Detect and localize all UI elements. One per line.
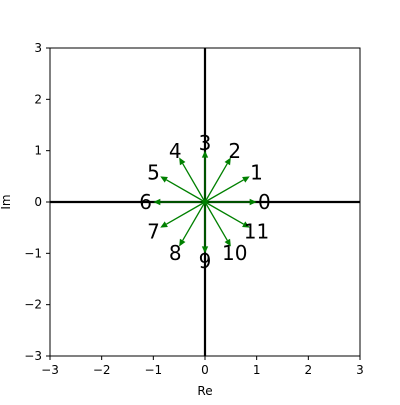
y-tick-label: −1 [24, 246, 42, 260]
y-axis-title: Im [0, 194, 13, 209]
vector-label: 0 [258, 190, 271, 214]
vector-shaft [204, 179, 244, 203]
y-tick-label: 3 [34, 41, 42, 55]
vector-shaft [204, 201, 228, 241]
y-tick-label: 1 [34, 144, 42, 158]
y-tick-label: 0 [34, 195, 42, 209]
vector-label: 3 [199, 131, 212, 155]
vector-label: 4 [169, 139, 182, 163]
vector-arrowhead [249, 198, 257, 206]
vector-shaft [182, 201, 206, 241]
vector-label: 5 [147, 160, 160, 184]
x-tick-label: −2 [93, 363, 111, 377]
x-tick-label: −1 [144, 363, 162, 377]
vector-label: 6 [139, 190, 152, 214]
vector-label: 7 [147, 220, 160, 244]
vector-arrowhead [179, 238, 186, 247]
y-tick-label: −3 [24, 349, 42, 363]
y-tick-label: 2 [34, 92, 42, 106]
y-tick-label: −2 [24, 298, 42, 312]
vector-label: 1 [250, 160, 263, 184]
x-axis-title: Re [197, 384, 212, 398]
vector-label: 2 [228, 139, 241, 163]
vector-shaft [204, 163, 228, 203]
vector-arrowhead [160, 176, 168, 183]
vector-arrowhead [242, 221, 250, 228]
vector-shaft [204, 201, 244, 225]
vector-arrowhead [224, 238, 231, 247]
x-tick-label: 0 [201, 363, 209, 377]
x-tick-label: 2 [305, 363, 313, 377]
vector-label: 8 [169, 241, 182, 265]
vector-label: 10 [222, 241, 247, 265]
vector-shaft [166, 201, 206, 225]
vector-arrowhead [179, 157, 186, 166]
vector-shaft [166, 179, 206, 203]
vector-arrowhead [224, 157, 231, 166]
vector-shaft [182, 163, 206, 203]
vector-arrowhead [201, 246, 209, 254]
vector-arrowhead [160, 221, 168, 228]
vector-label: 11 [244, 220, 269, 244]
x-tick-label: 1 [253, 363, 261, 377]
x-tick-label: −3 [41, 363, 59, 377]
x-tick-label: 3 [356, 363, 364, 377]
vector-arrowhead [201, 150, 209, 158]
vector-label: 9 [199, 249, 212, 273]
vector-arrowhead [242, 176, 250, 183]
vector-arrowhead [153, 198, 161, 206]
